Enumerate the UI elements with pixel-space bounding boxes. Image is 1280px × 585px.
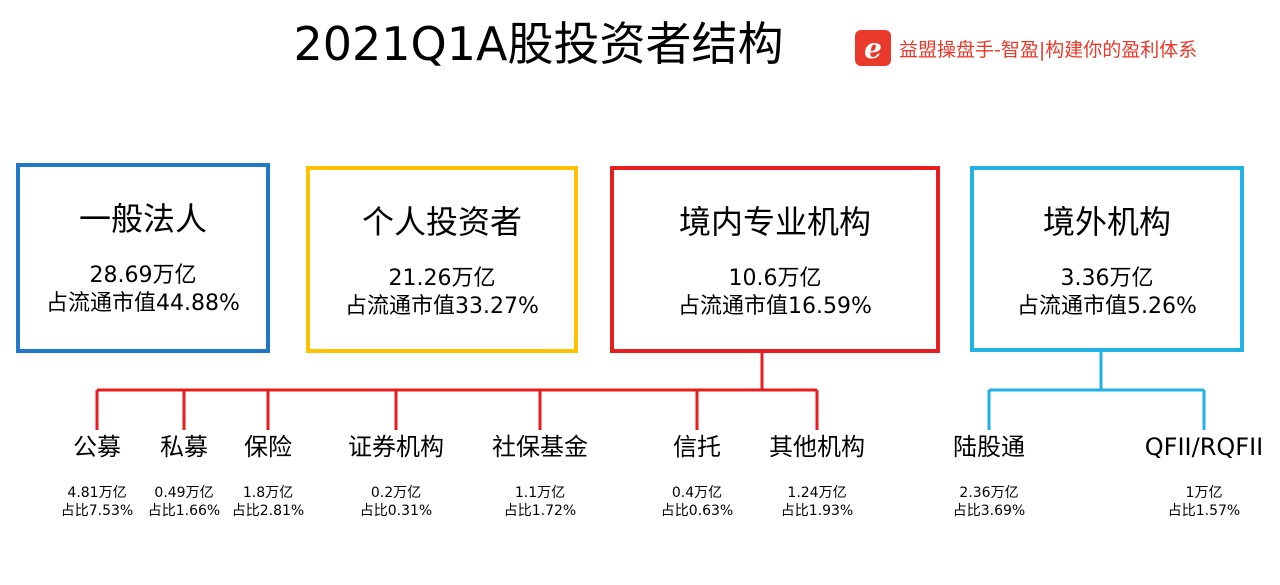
category-name: 一般法人 [78, 200, 207, 238]
category-box-domestic-institution: 境内专业机构 10.6万亿 占流通市值16.59% [610, 166, 940, 353]
category-share: 占流通市值33.27% [345, 294, 539, 319]
sub-item-share: 占比1.57% [1167, 503, 1241, 519]
category-share: 占流通市值5.26% [1017, 294, 1197, 319]
sub-item-share: 占比1.72% [503, 503, 577, 519]
sub-item-insurance: 保险 1.8万亿 占比2.81% [193, 432, 343, 520]
sub-item-name: QFII/RQFII [1144, 433, 1264, 461]
category-value: 3.36万亿 [1060, 266, 1154, 291]
sub-item-value: 1.8万亿 [242, 485, 294, 501]
domestic-connectors [95, 353, 819, 430]
sub-item-share: 占比0.63% [660, 503, 734, 519]
sub-item-social-security: 社保基金 1.1万亿 占比1.72% [465, 432, 615, 520]
sub-item-share: 占比2.81% [231, 503, 305, 519]
category-share: 占流通市值44.88% [46, 291, 240, 316]
sub-item-value: 0.49万亿 [154, 485, 214, 501]
category-name: 个人投资者 [361, 203, 522, 241]
category-box-individual: 个人投资者 21.26万亿 占流通市值33.27% [306, 166, 578, 353]
sub-item-value: 1万亿 [1185, 485, 1223, 501]
sub-item-share: 占比1.93% [780, 503, 854, 519]
category-box-foreign-institution: 境外机构 3.36万亿 占流通市值5.26% [970, 166, 1244, 352]
category-name: 境外机构 [1042, 203, 1171, 241]
category-value: 21.26万亿 [388, 266, 496, 291]
sub-item-public-fund: 公募 4.81万亿 占比7.53% [22, 432, 172, 520]
sub-item-name: 公募 [73, 433, 121, 461]
brand: e 益盟操盘手-智盈|构建你的盈利体系 [855, 30, 1197, 66]
sub-item-name: 陆股通 [953, 433, 1025, 461]
sub-item-name: 私募 [160, 433, 208, 461]
sub-item-share: 占比7.53% [60, 503, 134, 519]
sub-item-name: 社保基金 [492, 433, 588, 461]
sub-item-qfii-rqfii: QFII/RQFII 1万亿 占比1.57% [1129, 432, 1279, 520]
sub-item-stock-connect: 陆股通 2.36万亿 占比3.69% [914, 432, 1064, 520]
sub-item-trust: 信托 0.4万亿 占比0.63% [622, 432, 772, 520]
foreign-connectors [987, 352, 1206, 430]
brand-slogan: 益盟操盘手-智盈|构建你的盈利体系 [899, 38, 1198, 61]
sub-item-name: 保险 [244, 433, 292, 461]
sub-item-value: 0.2万亿 [370, 485, 422, 501]
sub-item-value: 1.24万亿 [787, 485, 847, 501]
sub-item-share: 占比1.66% [147, 503, 221, 519]
page-title: 2021Q1A股投资者结构 [293, 17, 784, 71]
category-value: 10.6万亿 [728, 266, 822, 291]
category-name: 境内专业机构 [678, 203, 871, 241]
brand-logo-icon: e [855, 30, 891, 66]
category-value: 28.69万亿 [89, 263, 197, 288]
sub-item-value: 4.81万亿 [67, 485, 127, 501]
sub-item-share: 占比0.31% [359, 503, 433, 519]
sub-item-other-institutions: 其他机构 1.24万亿 占比1.93% [742, 432, 892, 520]
category-share: 占流通市值16.59% [678, 294, 872, 319]
category-box-legal-entity: 一般法人 28.69万亿 占流通市值44.88% [16, 163, 270, 353]
sub-item-name: 其他机构 [769, 433, 865, 461]
sub-item-value: 1.1万亿 [514, 485, 566, 501]
sub-item-share: 占比3.69% [952, 503, 1026, 519]
sub-item-securities: 证券机构 0.2万亿 占比0.31% [321, 432, 471, 520]
sub-item-name: 证券机构 [348, 433, 444, 461]
sub-item-name: 信托 [673, 433, 721, 461]
sub-item-value: 0.4万亿 [671, 485, 723, 501]
sub-item-private-fund: 私募 0.49万亿 占比1.66% [109, 432, 259, 520]
sub-item-value: 2.36万亿 [959, 485, 1019, 501]
